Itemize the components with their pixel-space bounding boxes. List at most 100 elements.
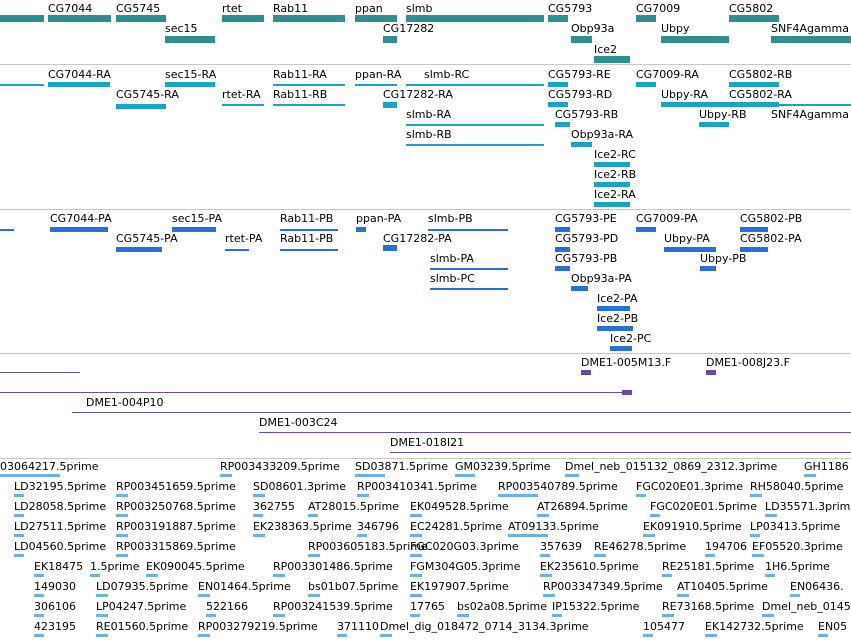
ests-feature[interactable]	[206, 614, 216, 617]
ests-feature[interactable]	[355, 474, 385, 477]
ests-label[interactable]: AT09133.5prime	[508, 520, 599, 533]
ests-label[interactable]: 149030	[34, 580, 76, 593]
ests-feature[interactable]	[677, 594, 689, 597]
proteins-feature[interactable]	[430, 288, 508, 290]
transcripts-feature[interactable]	[729, 102, 779, 107]
ests-feature[interactable]	[650, 514, 660, 517]
transcripts-feature[interactable]	[222, 104, 264, 106]
proteins-feature[interactable]	[356, 227, 366, 232]
ests-label[interactable]: 371110	[337, 620, 379, 633]
ests-label[interactable]: FGC020E01.3prime	[636, 480, 744, 493]
genes-feature[interactable]	[48, 15, 111, 22]
proteins-feature[interactable]	[700, 266, 716, 271]
ests-label[interactable]: RP003241539.5prime	[273, 600, 393, 613]
ests-label[interactable]: 1.5prime	[90, 560, 140, 573]
ests-label[interactable]: GM03239.5prime	[455, 460, 551, 473]
genes-label[interactable]: Ubpy	[661, 22, 690, 35]
transcripts-label[interactable]: Obp93a-RA	[571, 128, 634, 141]
transcripts-label[interactable]: CG5793-RD	[548, 88, 613, 101]
ests-feature[interactable]	[540, 554, 550, 557]
transcripts-label[interactable]: Ice2-RA	[594, 188, 636, 201]
genes-feature[interactable]	[116, 15, 166, 22]
genes-label[interactable]: ppan	[355, 2, 383, 15]
ests-feature[interactable]	[14, 494, 24, 497]
ests-feature[interactable]	[410, 534, 422, 537]
ests-label[interactable]: GH1186	[804, 460, 849, 473]
genes-feature[interactable]	[222, 15, 264, 22]
transcripts-label[interactable]: SNF4Agamma	[771, 108, 849, 121]
clones-label[interactable]: DME1-008J23.F	[706, 356, 790, 369]
transcripts-feature[interactable]	[116, 104, 166, 109]
proteins-feature[interactable]	[597, 306, 630, 311]
transcripts-label[interactable]: CG7044-RA	[48, 68, 111, 81]
genes-feature[interactable]	[355, 15, 397, 22]
transcripts-feature[interactable]	[273, 104, 345, 106]
transcripts-label[interactable]: ppan-RA	[355, 68, 402, 81]
transcripts-label[interactable]: slmb-RC	[424, 68, 470, 81]
ests-feature[interactable]	[455, 474, 475, 477]
proteins-feature[interactable]	[383, 245, 397, 251]
proteins-label[interactable]: Rab11-PB	[280, 232, 334, 245]
transcripts-feature[interactable]	[571, 142, 592, 147]
ests-label[interactable]: EK235610.5prime	[540, 560, 639, 573]
genes-feature[interactable]	[771, 36, 851, 43]
ests-label[interactable]: RE73168.5prime	[662, 600, 755, 613]
ests-feature[interactable]	[116, 534, 128, 537]
ests-feature[interactable]	[765, 514, 777, 517]
ests-feature[interactable]	[636, 494, 646, 497]
transcripts-label[interactable]: Ice2-RB	[594, 168, 637, 181]
proteins-label[interactable]: CG7009-PA	[636, 212, 698, 225]
transcripts-label[interactable]: CG5802-RB	[729, 68, 793, 81]
ests-feature[interactable]	[357, 494, 369, 497]
ests-feature[interactable]	[457, 614, 469, 617]
ests-label[interactable]: 423195	[34, 620, 76, 633]
ests-feature[interactable]	[662, 614, 674, 617]
genes-feature[interactable]	[661, 36, 729, 43]
ests-label[interactable]: RP003301486.5prime	[273, 560, 393, 573]
ests-label[interactable]: LD27511.5prime	[14, 520, 107, 533]
ests-feature[interactable]	[537, 514, 549, 517]
ests-feature[interactable]	[380, 634, 392, 637]
proteins-feature[interactable]	[50, 227, 108, 232]
clones-label[interactable]: DME1-005M13.F	[581, 356, 672, 369]
proteins-feature[interactable]	[430, 268, 508, 270]
transcripts-feature[interactable]	[548, 82, 568, 87]
proteins-feature[interactable]	[280, 249, 338, 251]
ests-label[interactable]: EK049528.5prime	[410, 500, 509, 513]
ests-feature[interactable]	[790, 594, 800, 597]
ests-feature[interactable]	[0, 474, 60, 477]
genes-label[interactable]: CG7044	[48, 2, 93, 15]
ests-feature[interactable]	[818, 634, 828, 637]
ests-label[interactable]: AT10405.5prime	[677, 580, 768, 593]
ests-feature[interactable]	[308, 514, 318, 517]
ests-label[interactable]: bs02a08.5prime	[457, 600, 547, 613]
proteins-label[interactable]: slmb-PC	[430, 272, 475, 285]
transcripts-label[interactable]: CG5793-RE	[548, 68, 611, 81]
transcripts-feature[interactable]	[594, 182, 630, 187]
clones-feature[interactable]	[0, 392, 630, 393]
ests-feature[interactable]	[662, 574, 672, 577]
genes-feature[interactable]	[406, 15, 544, 22]
ests-feature[interactable]	[14, 514, 24, 517]
ests-feature[interactable]	[565, 474, 579, 477]
ests-label[interactable]: EC24281.5prime	[410, 520, 503, 533]
proteins-feature[interactable]	[664, 247, 716, 252]
proteins-feature[interactable]	[740, 227, 768, 232]
clones-feature[interactable]	[259, 432, 851, 433]
ests-label[interactable]: 1H6.5prime	[765, 560, 830, 573]
proteins-label[interactable]: slmb-PA	[430, 252, 474, 265]
transcripts-feature[interactable]	[273, 84, 345, 86]
ests-feature[interactable]	[594, 554, 606, 557]
clones-feature[interactable]	[622, 390, 632, 395]
clones-feature[interactable]	[581, 370, 591, 375]
proteins-label[interactable]: Ice2-PB	[597, 312, 639, 325]
ests-label[interactable]: EK091910.5prime	[643, 520, 742, 533]
ests-feature[interactable]	[253, 494, 265, 497]
ests-label[interactable]: FGC020G03.3prime	[410, 540, 519, 553]
proteins-feature[interactable]	[636, 227, 656, 232]
ests-feature[interactable]	[34, 614, 44, 617]
ests-feature[interactable]	[34, 574, 44, 577]
proteins-feature[interactable]	[225, 249, 249, 251]
proteins-feature[interactable]	[597, 326, 633, 331]
ests-feature[interactable]	[750, 494, 762, 497]
